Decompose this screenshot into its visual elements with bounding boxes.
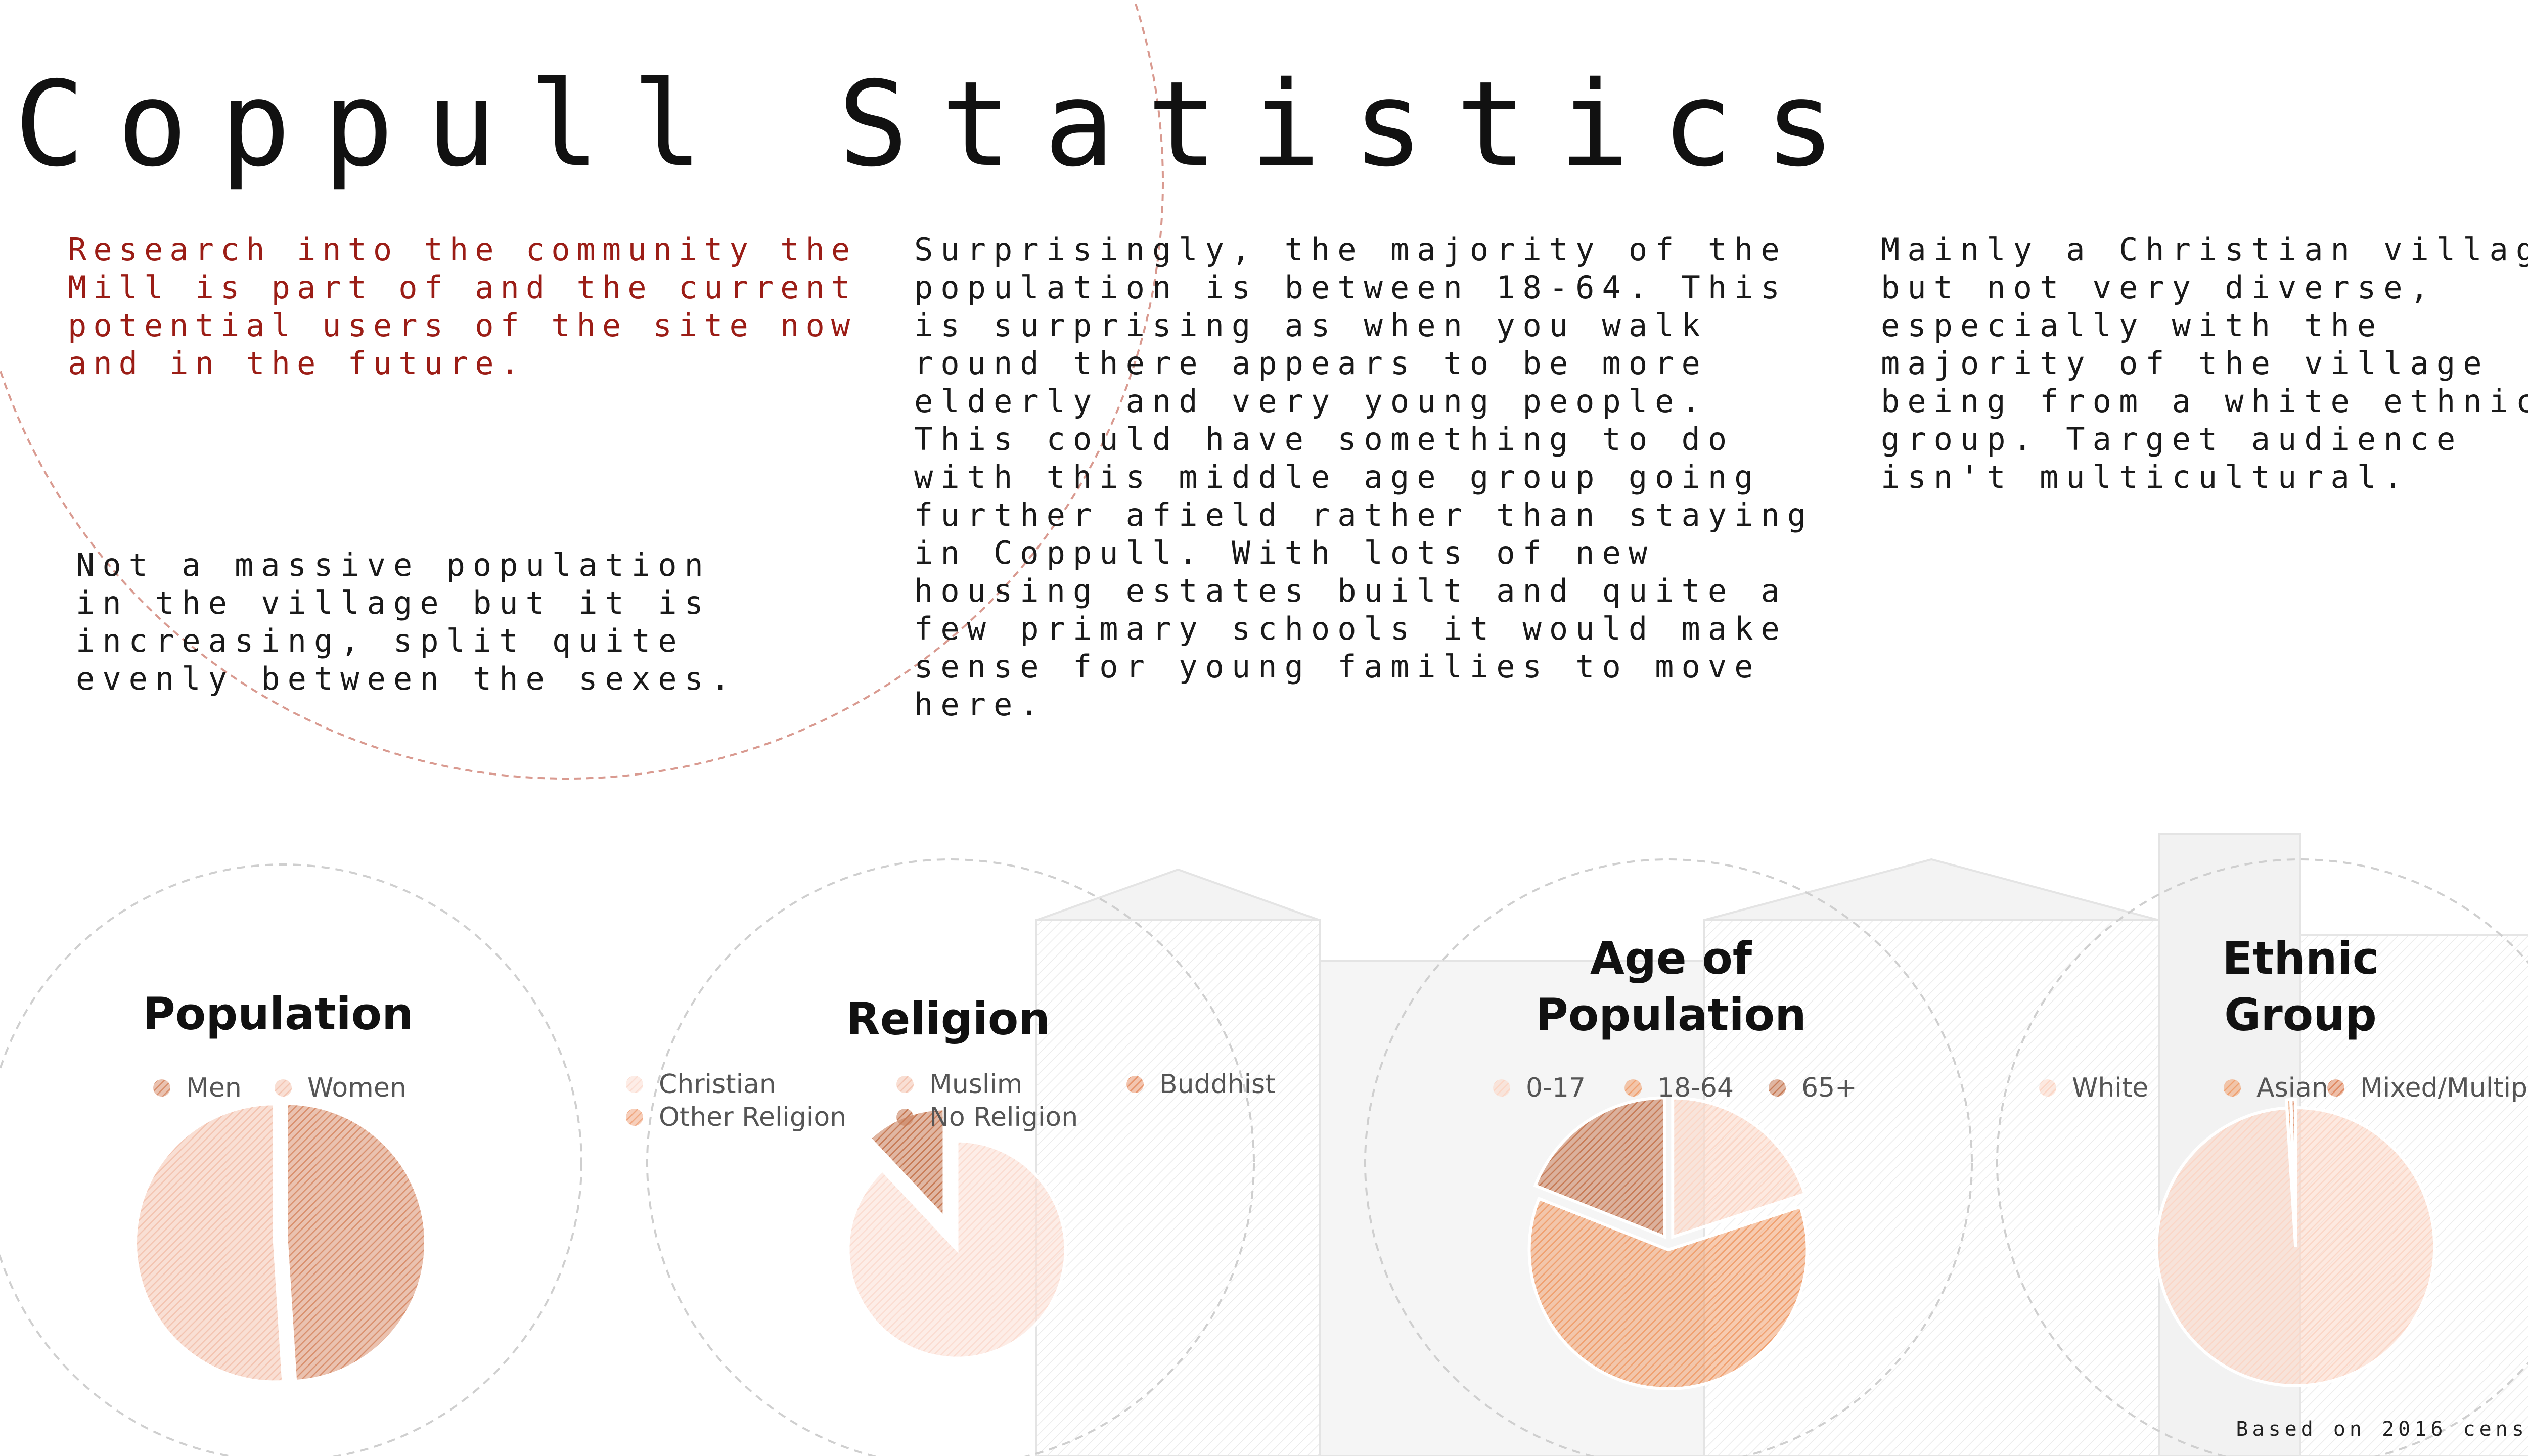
legend-swatch [153,1079,170,1097]
intro-text: Research into the community the Mill is … [68,231,857,382]
legend-label: Christian [659,1069,776,1100]
legend-item-women: Women [273,1073,407,1103]
pie-slice-0-17 [1671,1096,1807,1239]
chart-ring-age [1364,858,1973,1456]
age-text: Surprisingly, the majority of the popula… [914,231,1814,723]
legend-swatch [275,1079,292,1097]
legend-label: No Religion [929,1102,1078,1132]
legend-swatch [1769,1079,1786,1097]
legend-swatch [2327,1079,2344,1097]
legend-label: White [2072,1073,2149,1103]
legend-item-muslim: Muslim [895,1069,1022,1100]
legend-swatch [2224,1079,2241,1097]
legend-item-christian: Christian [624,1069,776,1100]
legend-item-no-religion: No Religion [895,1102,1078,1132]
legend-label: Other Religion [659,1102,847,1132]
legend-swatch [626,1109,643,1126]
page-title: Coppull Statistics [14,56,1868,193]
legend-label: Mixed/Multiple [2360,1073,2528,1103]
decorative-arc [0,0,1164,780]
legend-item-0-17: 0-17 [1492,1073,1586,1103]
pie-slice-18-64 [1527,1196,1809,1390]
pie-slice-women [133,1102,285,1384]
legend-label: Asian [2256,1073,2328,1103]
legend-item-18-64: 18-64 [1623,1073,1734,1103]
chart-ring-religion [646,858,1255,1456]
pie-slice-men [285,1102,427,1383]
chart-title-religion: Religion [845,993,1051,1045]
pie-3 [2155,1098,2436,1387]
legend-item-asian: Asian [2222,1073,2328,1103]
legend-swatch [1493,1079,1510,1097]
legend-item-65-: 65+ [1767,1073,1857,1103]
legend-label: Muslim [929,1069,1023,1100]
legend-swatch [896,1109,914,1126]
chart-title-age: Age of Population [1536,932,1807,1041]
legend-label: 65+ [1801,1073,1857,1103]
legend-swatch [1624,1079,1642,1097]
chart-ring-population [0,863,582,1456]
pie-slice-christian [846,1139,1067,1360]
pie-2 [1527,1096,1809,1390]
pie-0 [133,1102,427,1384]
legend-swatch [1126,1076,1144,1093]
pie-1 [846,1107,1067,1360]
population-text: Not a massive population in the village … [76,547,738,697]
chart-ring-ethnic [1996,858,2528,1456]
legend-swatch [896,1076,914,1093]
legend-item-other-religion: Other Religion [624,1102,846,1132]
legend-label: 18-64 [1657,1073,1734,1103]
legend-label: Men [186,1073,242,1103]
legend-label: Women [307,1073,407,1103]
legend-label: Buddhist [1159,1069,1276,1100]
pie-slice-65- [1533,1096,1666,1239]
legend-swatch [2039,1079,2056,1097]
legend-item-mixed-multiple: Mixed/Multiple [2326,1073,2528,1103]
pie-slice-mixed-multiple [2289,1098,2297,1239]
footnote: Based on 2016 census [2236,1418,2528,1441]
chart-title-population: Population [143,988,414,1040]
legend-swatch [626,1076,643,1093]
chart-title-ethnic: Ethnic Group [2222,932,2379,1041]
legend-item-buddhist: Buddhist [1125,1069,1276,1100]
legend-label: 0-17 [1526,1073,1586,1103]
religion-text: Mainly a Christian village but not very … [1881,231,2528,495]
pie-slice-white [2155,1106,2436,1387]
legend-item-men: Men [152,1073,242,1103]
legend-item-white: White [2038,1073,2148,1103]
